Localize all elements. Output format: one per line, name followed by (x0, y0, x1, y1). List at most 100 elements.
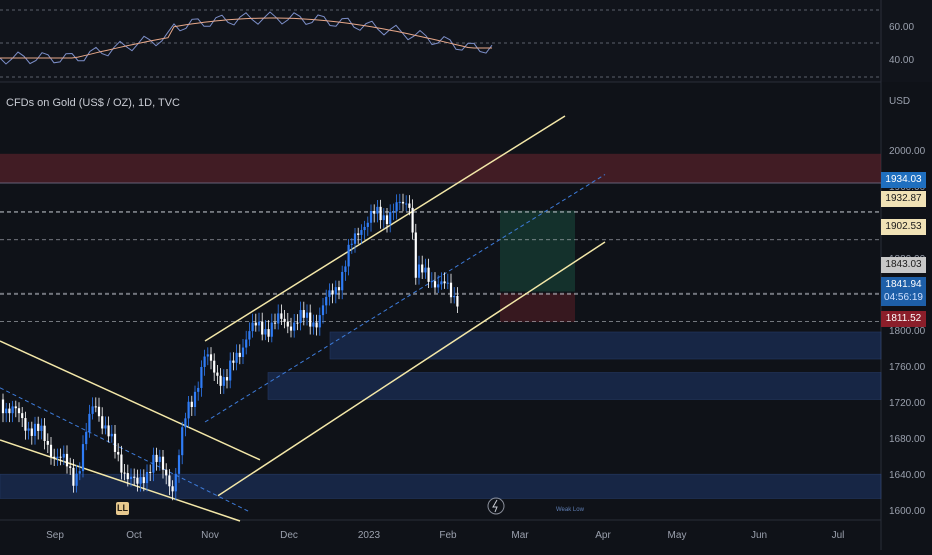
rsi-tick: 60.00 (889, 22, 915, 33)
candle-body (312, 322, 315, 327)
candle-body (14, 406, 17, 409)
candle-body (40, 425, 43, 431)
candle-body (174, 473, 177, 492)
candle-body (379, 206, 382, 221)
candle-body (417, 264, 421, 278)
demand-zone (0, 473, 882, 499)
candle-body (145, 471, 149, 484)
candle-body (389, 211, 392, 225)
rsi-tick: 40.00 (889, 55, 915, 66)
candle-body (81, 444, 85, 472)
candle-body (318, 315, 321, 328)
down-channel-mid (0, 387, 251, 513)
candle-body (190, 401, 193, 408)
rsi-line (0, 11, 493, 65)
candle-body (27, 428, 30, 431)
candle-body (347, 244, 350, 267)
x-tick-label: Mar (511, 530, 529, 541)
candle-body (328, 290, 331, 297)
candle-body (206, 354, 209, 357)
candle-body (1, 399, 5, 414)
candle-body (101, 416, 104, 429)
candle-body (440, 281, 443, 285)
candle-body (43, 425, 46, 442)
supply-zone-edge (0, 182, 881, 184)
rsi-ma-line (0, 17, 492, 59)
candle-body (299, 310, 302, 323)
candle-body (5, 408, 8, 414)
candle-body (385, 215, 389, 225)
candle-body (37, 423, 40, 431)
candle-body (72, 467, 75, 486)
candle-body (264, 329, 267, 335)
candle-body (369, 210, 373, 223)
candle-body (395, 202, 398, 212)
weak-low-label: Weak Low (556, 507, 584, 513)
candle-body (360, 230, 363, 235)
candle-body (152, 454, 155, 473)
candle-body (120, 454, 123, 473)
candle-body (142, 477, 145, 484)
candle-body (155, 454, 158, 463)
candle-body (216, 372, 219, 376)
candle-body (350, 243, 353, 245)
x-tick-label: Oct (126, 530, 142, 541)
candle-body (187, 401, 190, 419)
candle-body (366, 222, 369, 227)
candle-body (245, 339, 248, 348)
demand-zone (267, 372, 882, 400)
candle-body (337, 287, 341, 291)
candle-body (232, 360, 235, 363)
demand-zone (329, 331, 882, 360)
price-tag: 04:56:19 (881, 290, 926, 306)
candle-body (286, 321, 289, 327)
candle-body (91, 406, 94, 414)
y-tick-label: 1640.00 (889, 470, 926, 481)
candle-body (289, 326, 293, 331)
price-tag: 1902.53 (881, 219, 926, 235)
candle-body (325, 296, 328, 306)
x-tick-label: Jun (750, 530, 768, 541)
candle-body (421, 264, 424, 273)
y-tick-label: 1600.00 (889, 506, 926, 517)
candle-body (49, 444, 53, 457)
candle-body (353, 233, 357, 244)
x-tick-label: 2023 (357, 530, 381, 541)
candle-body (321, 305, 325, 316)
chart-title: CFDs on Gold (US$ / OZ), 1D, TVC (6, 97, 181, 109)
candle-body (453, 295, 456, 298)
price-tag: 1934.03 (881, 172, 926, 188)
price-tag: 1843.03 (881, 257, 926, 273)
candle-body (8, 408, 11, 414)
candle-body (229, 360, 232, 381)
candle-body (235, 352, 238, 363)
candle-body (296, 322, 299, 324)
candle-body (251, 322, 254, 332)
stop-zone (500, 293, 575, 323)
candle-body (123, 472, 126, 474)
x-tick-label: Dec (280, 530, 298, 541)
candle-body (85, 431, 88, 445)
candle-body (94, 406, 97, 408)
candle-body (197, 387, 200, 392)
candle-body (238, 352, 241, 357)
candle-body (376, 206, 379, 214)
candle-body (363, 226, 366, 231)
candle-body (437, 284, 440, 288)
candle-body (357, 233, 360, 235)
candle-body (408, 203, 411, 208)
candle-body (181, 427, 184, 456)
up-channel-upper (204, 115, 566, 342)
candle-body (97, 406, 101, 417)
candle-body (261, 321, 264, 335)
candle-body (17, 408, 21, 414)
candle-body (209, 354, 213, 361)
candle-body (401, 201, 405, 204)
candle-body (59, 456, 62, 458)
supply-zone (0, 153, 881, 184)
candle-body (277, 313, 280, 324)
candle-body (430, 281, 433, 283)
candle-body (62, 453, 65, 458)
